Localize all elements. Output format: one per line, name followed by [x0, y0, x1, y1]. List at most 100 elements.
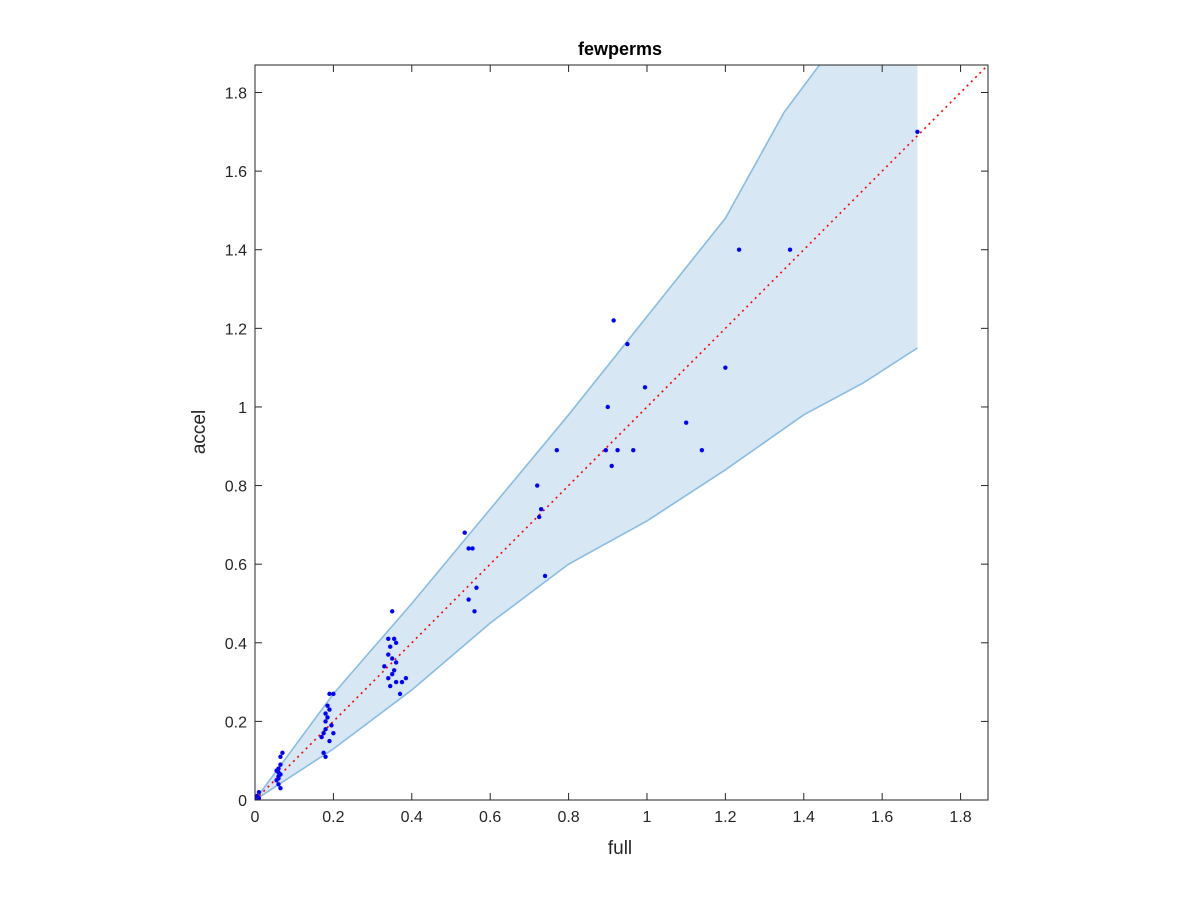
data-point — [615, 447, 620, 453]
y-tick-label: 1.6 — [225, 164, 247, 181]
data-point — [276, 782, 281, 787]
data-point — [391, 668, 397, 673]
data-point — [462, 530, 467, 535]
data-point — [474, 585, 479, 590]
x-tick-label: 0.6 — [479, 809, 501, 826]
data-point — [278, 772, 283, 777]
x-tick-label: 0.2 — [322, 809, 344, 826]
y-tick-label: 0.2 — [225, 714, 247, 731]
band-lower-edge — [255, 347, 918, 800]
x-axis-label: full — [608, 838, 632, 859]
y-tick-label: 0.8 — [225, 479, 247, 496]
data-point — [280, 750, 285, 756]
data-point — [325, 703, 330, 708]
data-point — [388, 644, 393, 649]
data-point — [323, 719, 328, 724]
reference-line — [255, 65, 988, 800]
data-point — [699, 447, 705, 453]
data-point — [389, 672, 395, 677]
x-tick-label: 0.4 — [401, 809, 423, 826]
data-point — [683, 420, 689, 425]
data-point — [603, 447, 609, 453]
data-point — [536, 514, 542, 520]
data-point — [472, 609, 477, 614]
data-point — [276, 776, 281, 781]
x-tick-label: 1.8 — [949, 809, 971, 826]
y-tick-label: 0 — [238, 793, 247, 810]
y-tick-label: 1 — [238, 400, 247, 417]
data-point — [386, 652, 391, 657]
y-tick-label: 1.2 — [225, 321, 247, 338]
x-tick-label: 1.4 — [793, 809, 815, 826]
data-point — [393, 660, 399, 665]
data-point — [323, 727, 328, 732]
data-point — [278, 754, 283, 759]
data-point — [388, 683, 393, 689]
x-tick-label: 1 — [643, 809, 652, 826]
data-point — [382, 664, 387, 669]
y-tick-label: 1.8 — [225, 86, 247, 103]
data-point — [399, 679, 405, 685]
data-point — [538, 506, 544, 512]
data-point — [631, 447, 636, 453]
data-point — [323, 754, 328, 759]
data-point — [327, 738, 332, 744]
y-tick-label: 0.4 — [225, 636, 247, 653]
x-tick-label: 1.2 — [714, 809, 736, 826]
data-point — [386, 675, 391, 681]
data-point — [393, 679, 399, 685]
data-point — [542, 573, 548, 579]
data-point — [642, 385, 648, 390]
plot-area — [255, 65, 988, 800]
data-point — [256, 789, 262, 795]
data-point — [321, 730, 326, 736]
band-upper-edge — [255, 65, 821, 800]
data-point — [736, 247, 742, 252]
axes-box — [254, 64, 989, 801]
data-point — [393, 640, 399, 645]
y-tick-label: 1.4 — [225, 243, 247, 260]
confidence-band — [255, 65, 918, 800]
data-point — [554, 447, 560, 453]
data-point — [605, 404, 610, 410]
data-point — [331, 730, 336, 736]
chart-title: fewperms — [578, 39, 662, 59]
data-point — [319, 734, 324, 740]
data-point — [274, 768, 279, 773]
data-point — [915, 129, 920, 135]
data-point — [278, 786, 283, 791]
data-point — [466, 597, 471, 602]
data-point — [278, 762, 283, 767]
data-point — [535, 483, 540, 488]
x-tick-label: 1.6 — [871, 809, 893, 826]
data-point — [403, 675, 409, 681]
data-point — [321, 750, 326, 756]
axis-ticks: 0 0.2 0.4 0.6 0.8 1 1.2 1.4 1.6 1.8 0 0.2 0.4 0.6 0.8 1… — [225, 64, 989, 826]
data-point — [323, 711, 328, 716]
data-point — [389, 609, 395, 614]
data-point — [256, 795, 262, 800]
y-axis-label: accel — [189, 410, 210, 454]
data-point — [611, 318, 616, 323]
data-point — [329, 723, 334, 728]
data-point — [470, 546, 475, 551]
data-point — [331, 691, 336, 697]
data-point — [609, 463, 614, 469]
data-point — [391, 636, 397, 642]
y-tick-label: 0.6 — [225, 557, 247, 574]
data-point — [327, 691, 332, 697]
data-point — [255, 797, 258, 800]
data-point — [386, 636, 391, 642]
data-point — [466, 546, 471, 551]
data-point — [723, 365, 728, 370]
data-point — [397, 691, 403, 697]
data-point — [327, 707, 332, 712]
data-point — [625, 341, 630, 347]
x-tick-label: 0.8 — [557, 809, 579, 826]
data-point — [389, 656, 395, 661]
data-point — [325, 715, 330, 720]
x-tick-label: 0 — [251, 809, 260, 826]
data-point — [787, 247, 793, 252]
